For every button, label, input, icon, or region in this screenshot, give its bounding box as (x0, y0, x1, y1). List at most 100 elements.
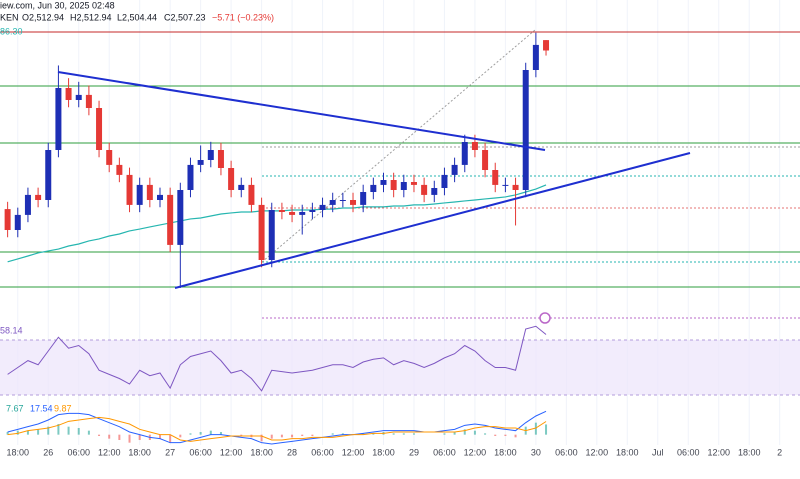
x-tick-label: 06:00 (311, 447, 334, 457)
x-tick-label: 06:00 (67, 447, 90, 457)
candle-body (146, 184, 153, 200)
candle-body (482, 150, 489, 170)
candle-body (177, 190, 184, 245)
macd-histogram-bar (128, 434, 131, 443)
candle-body (217, 150, 224, 168)
header-source: iew.com, Jun 30, 2025 02:48 (0, 0, 115, 10)
candle-body (309, 210, 316, 212)
candle-body (96, 108, 103, 150)
candle-body (85, 94, 92, 108)
candle-body (360, 192, 367, 205)
candle-body (197, 160, 204, 165)
alert-icon (539, 312, 551, 324)
candle-body (431, 188, 438, 195)
x-tick-label: 30 (531, 447, 541, 457)
candle-body (106, 150, 113, 165)
macd-histogram-bar (67, 426, 70, 435)
macd-histogram-bar (331, 433, 334, 435)
candle-body (55, 88, 62, 150)
candle-body (319, 204, 326, 210)
macd-histogram-bar (37, 429, 40, 435)
candle-body (410, 182, 417, 185)
macd-histogram-bar (301, 434, 304, 436)
macd-line-label: 17.54 (30, 403, 53, 413)
macd-histogram-bar (392, 433, 395, 435)
x-tick-label: Jul (652, 447, 664, 457)
macd-histogram-bar (270, 434, 273, 439)
candle-body (502, 184, 509, 186)
candle-body (228, 168, 235, 190)
header-low: L2,504.44 (117, 12, 157, 22)
candle-body (4, 209, 11, 230)
macd-line (7, 410, 547, 445)
header-exchange: KEN (0, 12, 19, 22)
x-tick-label: 12:00 (707, 447, 730, 457)
macd-histogram-bar (199, 432, 202, 435)
x-tick-label: 26 (43, 447, 53, 457)
projection-line (261, 29, 536, 263)
macd-histogram-bar (240, 434, 243, 436)
macd-histogram-bar (57, 424, 60, 435)
macd-histogram-bar (189, 433, 192, 435)
candle-body (471, 142, 478, 150)
x-tick-label: 06:00 (189, 447, 212, 457)
candle-body (187, 164, 194, 190)
rsi-band (0, 340, 800, 395)
macd-histogram-bar (311, 434, 314, 436)
header-close: C2,507.23 (164, 12, 206, 22)
candle-body (532, 44, 539, 70)
x-tick-label: 06:00 (677, 447, 700, 457)
macd-signal-line (7, 416, 547, 442)
candle-body (35, 194, 42, 200)
candle-body (45, 150, 52, 200)
candle-body (299, 212, 306, 215)
macd-histogram-bar (219, 432, 222, 435)
macd-histogram-bar (514, 434, 517, 438)
macd-histogram-bar (402, 433, 405, 435)
x-tick-label: 29 (409, 447, 419, 457)
candle-body (167, 194, 174, 245)
candle-body (492, 170, 499, 185)
x-tick-label: 18:00 (250, 447, 273, 457)
macd-histogram-bar (443, 433, 446, 435)
macd-signal-label: 9.87 (54, 403, 72, 413)
x-tick-label: 18:00 (616, 447, 639, 457)
candle-body (268, 210, 275, 260)
macd-histogram-bar (26, 430, 29, 435)
macd-histogram-bar (484, 433, 487, 435)
x-tick-label: 12:00 (342, 447, 365, 457)
ema-label: 86.30 (0, 26, 23, 36)
macd-histogram-bar (504, 434, 507, 436)
x-tick-label: 28 (287, 447, 297, 457)
macd-histogram-bar (138, 434, 141, 440)
header-change: −5.71 (−0.23%) (212, 12, 274, 22)
trendline (57, 71, 546, 151)
candle-body (339, 200, 346, 201)
candle-body (543, 40, 550, 51)
candle-body (116, 164, 123, 175)
drawings (0, 29, 800, 319)
x-tick-label: 2 (777, 447, 782, 457)
candle-body (24, 194, 31, 215)
candle-body (258, 204, 265, 260)
macd-histogram-bar (372, 433, 375, 435)
macd-histogram-bar (453, 432, 456, 435)
candle-body (289, 212, 296, 215)
macd-histogram-bar (169, 434, 172, 443)
x-tick-label: 12:00 (464, 447, 487, 457)
candle-body (238, 184, 245, 190)
macd-histogram-bar (87, 430, 90, 435)
macd-histogram-bar (534, 422, 537, 435)
rsi-line (7, 325, 547, 392)
macd-histogram-bar (291, 434, 294, 438)
macd-histogram-bar (494, 434, 497, 436)
trendline (174, 152, 691, 289)
macd-histogram-bar (209, 430, 212, 435)
macd-histogram-bar (159, 434, 161, 439)
macd-histogram-bar (108, 434, 111, 439)
x-tick-label: 12:00 (220, 447, 243, 457)
macd-histogram-bar (47, 426, 50, 435)
x-tick-label: 06:00 (433, 447, 456, 457)
x-tick-label: 06:00 (555, 447, 578, 457)
header-open: O2,512.94 (22, 12, 64, 22)
